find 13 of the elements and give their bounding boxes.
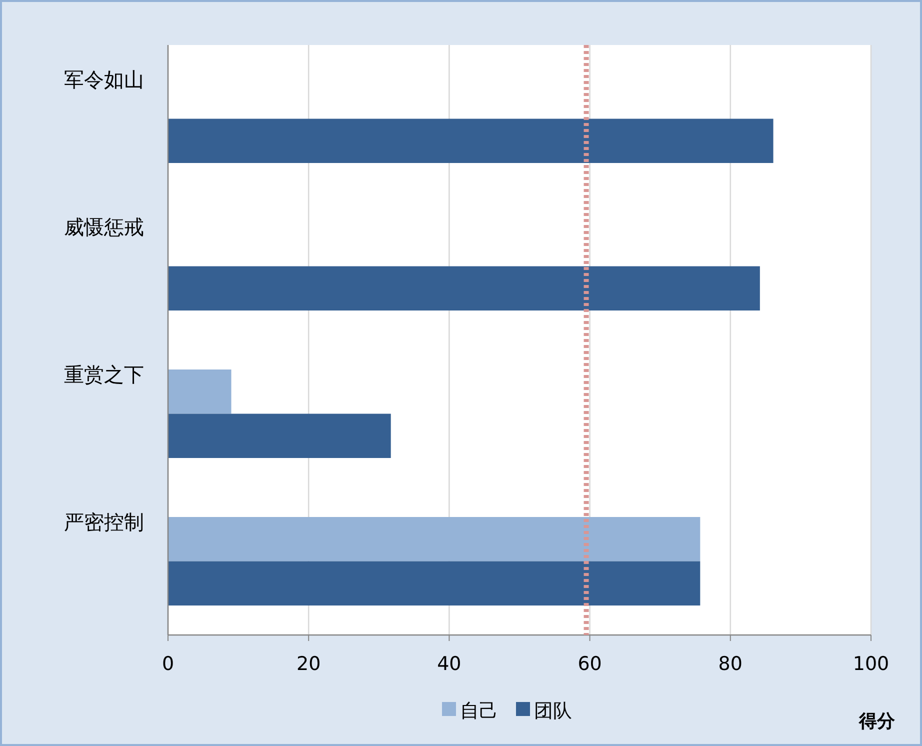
tick-label-x: 0	[162, 653, 174, 675]
tick-label-x: 20	[296, 653, 321, 675]
x-axis-title: 得分	[859, 711, 895, 732]
tick-label-x: 60	[578, 653, 602, 675]
tick-label-x: 100	[852, 653, 890, 675]
category-label: 军令如山	[64, 68, 144, 92]
legend-label: 团队	[534, 700, 572, 722]
category-label: 威慑惩戒	[64, 215, 144, 239]
category-label: 重赏之下	[64, 362, 144, 386]
category-label: 严密控制	[64, 510, 144, 534]
tick-label-x: 40	[437, 653, 462, 675]
legend-label: 自己	[460, 700, 498, 722]
tick-label-x: 80	[718, 653, 742, 675]
